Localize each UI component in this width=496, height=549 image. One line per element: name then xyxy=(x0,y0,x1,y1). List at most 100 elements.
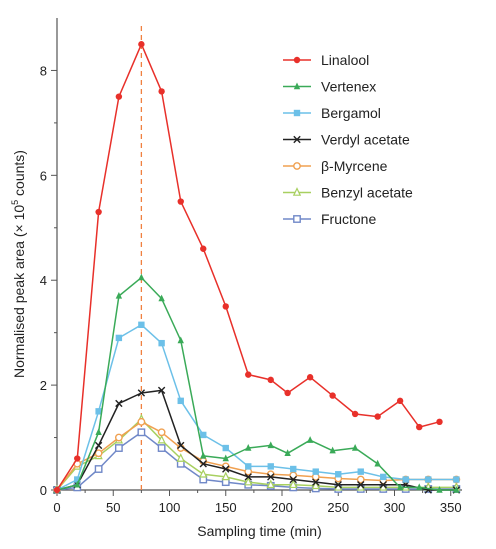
data-point-myrcene xyxy=(356,475,365,484)
series-linalool xyxy=(53,41,443,494)
data-point-verdyl-acetate-stroke-b xyxy=(424,486,432,494)
data-point-linalool xyxy=(177,198,184,205)
data-point-verdyl-acetate-stroke-b xyxy=(199,460,207,468)
data-point-verdyl-acetate-stroke-b xyxy=(244,473,252,481)
data-point-linalool xyxy=(200,245,207,252)
data-point-verdyl-acetate-stroke-b xyxy=(222,465,230,473)
data-point-vertenex xyxy=(138,273,145,281)
series-benzyl-acetate xyxy=(52,413,461,494)
series-line-linalool xyxy=(56,43,440,491)
x-tick-label: 350 xyxy=(440,500,462,515)
x-tick-label: 100 xyxy=(159,500,181,515)
data-point-linalool xyxy=(329,392,336,399)
legend-swatch-marker xyxy=(293,162,301,170)
data-point-myrcene xyxy=(157,428,166,437)
legend-label: β-Myrcene xyxy=(321,158,388,174)
data-point-vertenex xyxy=(74,480,81,488)
data-point-linalool xyxy=(284,389,291,397)
legend-label: Bergamol xyxy=(321,105,381,121)
data-point-benzyl-acetate xyxy=(199,468,208,478)
data-point-verdyl-acetate-stroke-b xyxy=(312,478,320,486)
ticks: 0 50 100 150 200 250 300 350 0 2 4 6 8 xyxy=(40,63,462,515)
data-point-benzyl-acetate xyxy=(289,479,298,489)
series-myrcene xyxy=(53,417,461,494)
data-point-myrcene xyxy=(137,417,146,426)
data-point-bergamol xyxy=(245,463,252,470)
data-point-verdyl-acetate-stroke-b xyxy=(334,481,342,489)
data-point-verdyl-acetate-stroke-b xyxy=(357,481,365,489)
data-point-benzyl-acetate xyxy=(311,480,320,490)
data-point-vertenex xyxy=(306,436,314,443)
data-point-bergamol xyxy=(290,465,297,473)
legend-swatch-marker xyxy=(293,109,301,117)
series-vertenex xyxy=(53,273,460,493)
data-point-verdyl-acetate xyxy=(334,481,342,489)
data-point-verdyl-acetate-stroke-b xyxy=(137,389,146,397)
legend-label: Linalool xyxy=(321,52,369,68)
data-point-bergamol xyxy=(267,463,274,470)
y-axis-label-part-1: Normalised peak area (× 10 xyxy=(11,205,27,378)
data-point-bergamol xyxy=(74,476,81,483)
series-line-myrcene xyxy=(56,421,457,491)
data-point-verdyl-acetate-stroke-b xyxy=(94,441,103,450)
data-point-vertenex xyxy=(245,444,252,451)
data-point-bergamol xyxy=(453,476,460,483)
legend-item-bergamol: Bergamol xyxy=(283,105,381,121)
y-axis-label: Normalised peak area (× 105 counts) xyxy=(10,150,27,378)
data-point-verdyl-acetate xyxy=(357,481,365,489)
x-tick-label: 50 xyxy=(106,500,120,515)
y-tick-label: 2 xyxy=(40,378,47,393)
data-point-verdyl-acetate-stroke-b xyxy=(267,473,275,481)
x-axis-label: Sampling time (min) xyxy=(197,523,321,539)
data-point-benzyl-acetate xyxy=(176,453,185,462)
data-point-fructone xyxy=(94,465,103,473)
data-point-vertenex xyxy=(115,291,123,299)
data-point-linalool xyxy=(158,88,165,95)
y-axis-label-part-3: counts) xyxy=(11,150,27,200)
data-point-bergamol xyxy=(335,471,342,478)
data-point-linalool xyxy=(95,208,102,216)
data-point-verdyl-acetate xyxy=(157,386,166,395)
data-point-bergamol xyxy=(312,468,319,475)
data-point-bergamol xyxy=(357,468,364,475)
data-point-vertenex xyxy=(416,483,423,491)
data-point-linalool xyxy=(138,41,145,48)
data-point-verdyl-acetate-stroke-b xyxy=(115,399,123,408)
data-point-linalool xyxy=(53,486,61,494)
data-point-linalool xyxy=(396,397,404,405)
data-point-vertenex xyxy=(267,441,274,449)
data-point-bergamol xyxy=(222,444,229,452)
data-point-verdyl-acetate xyxy=(267,473,275,481)
legend-item-vertenex: Vertenex xyxy=(283,79,376,95)
data-point-bergamol xyxy=(115,334,123,342)
data-point-vertenex xyxy=(396,483,404,491)
data-point-benzyl-acetate xyxy=(244,476,253,486)
data-point-linalool xyxy=(306,374,314,381)
y-tick-label: 4 xyxy=(40,273,47,288)
legend-swatch-marker-stroke-b xyxy=(293,135,301,144)
data-point-verdyl-acetate xyxy=(199,460,207,468)
data-point-verdyl-acetate xyxy=(312,478,320,486)
data-point-vertenex xyxy=(453,486,460,493)
data-point-bergamol xyxy=(380,473,387,481)
data-point-linalool xyxy=(115,93,123,100)
data-point-linalool xyxy=(436,418,443,426)
x-tick-label: 200 xyxy=(271,500,293,515)
data-point-verdyl-acetate xyxy=(115,399,123,408)
data-point-bergamol xyxy=(95,408,102,415)
legend-item-fructone: Fructone xyxy=(283,211,376,227)
data-point-linalool xyxy=(416,423,423,431)
legend-swatch-marker xyxy=(293,56,301,64)
data-point-vertenex xyxy=(329,446,336,454)
data-point-fructone xyxy=(137,428,146,437)
legend-item-linalool: Linalool xyxy=(283,52,369,68)
data-point-vertenex xyxy=(351,444,359,451)
data-point-bergamol xyxy=(177,397,184,405)
data-point-myrcene xyxy=(114,433,123,442)
series-layer xyxy=(52,41,461,494)
x-tick-label: 0 xyxy=(53,500,60,515)
data-point-bergamol xyxy=(402,476,409,483)
data-point-benzyl-acetate xyxy=(157,434,166,444)
x-tick-label: 250 xyxy=(327,500,349,515)
legend-label: Verdyl acetate xyxy=(321,132,410,148)
